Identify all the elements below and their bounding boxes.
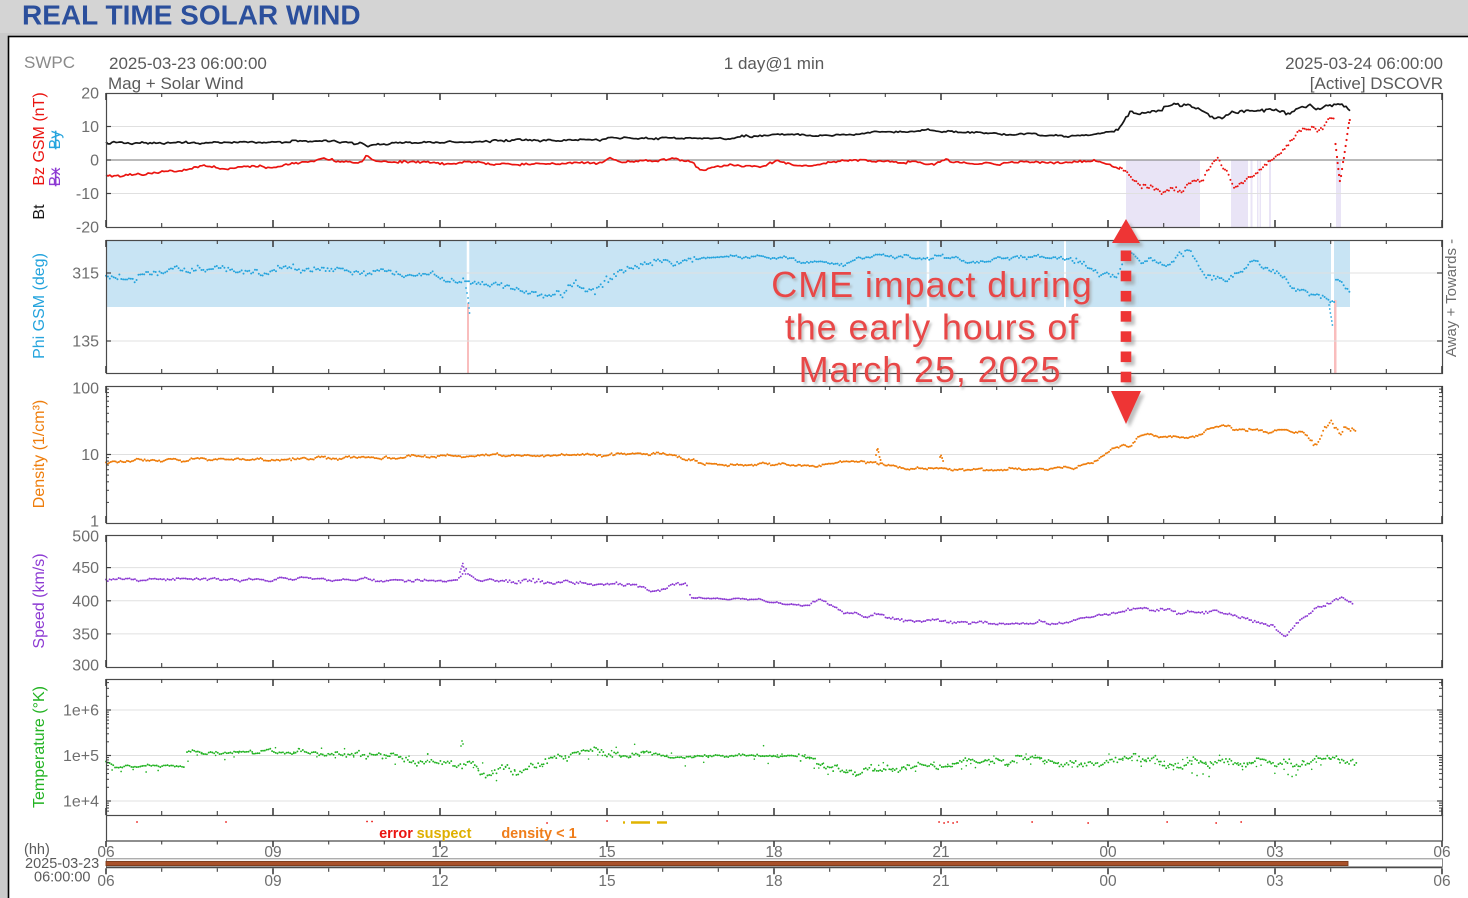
svg-text:REAL TIME SOLAR WIND: REAL TIME SOLAR WIND: [22, 0, 361, 31]
svg-text:Bt: Bt: [31, 204, 48, 220]
svg-text:06: 06: [97, 844, 114, 861]
svg-text:CME impact during: CME impact during: [771, 264, 1092, 305]
svg-text:06:00:00: 06:00:00: [34, 870, 90, 886]
svg-text:12: 12: [431, 873, 448, 890]
svg-text:0: 0: [90, 153, 99, 170]
svg-text:Temperature (°K): Temperature (°K): [31, 686, 48, 808]
svg-text:06: 06: [97, 873, 114, 890]
svg-text:06: 06: [1433, 844, 1450, 861]
svg-text:21: 21: [932, 844, 949, 861]
svg-text:10: 10: [81, 119, 99, 136]
svg-text:1e+5: 1e+5: [63, 748, 99, 765]
svg-text:SWPC: SWPC: [24, 53, 75, 72]
svg-text:450: 450: [72, 560, 99, 577]
svg-text:1: 1: [90, 514, 99, 531]
svg-text:06: 06: [1433, 873, 1450, 890]
svg-text:400: 400: [72, 593, 99, 610]
svg-text:1e+6: 1e+6: [63, 703, 99, 720]
svg-text:1 day@1 min: 1 day@1 min: [724, 54, 824, 73]
svg-text:03: 03: [1266, 844, 1283, 861]
svg-text:error: error: [379, 826, 413, 842]
svg-text:18: 18: [765, 844, 782, 861]
svg-text:Phi GSM (deg): Phi GSM (deg): [31, 253, 48, 359]
svg-text:-20: -20: [76, 220, 99, 237]
svg-text:-10: -10: [76, 186, 99, 203]
svg-text:the early hours of: the early hours of: [785, 307, 1079, 348]
svg-text:Mag + Solar Wind: Mag + Solar Wind: [108, 74, 244, 93]
svg-text:15: 15: [598, 844, 615, 861]
svg-text:09: 09: [264, 873, 281, 890]
svg-text:500: 500: [72, 529, 99, 546]
svg-text:315: 315: [72, 266, 99, 283]
svg-text:18: 18: [765, 873, 782, 890]
svg-text:00: 00: [1099, 844, 1117, 861]
svg-text:2025-03-23 06:00:00: 2025-03-23 06:00:00: [109, 54, 267, 73]
svg-text:350: 350: [72, 626, 99, 643]
svg-text:March 25, 2025: March 25, 2025: [799, 349, 1062, 390]
svg-text:15: 15: [598, 873, 615, 890]
svg-text:[Active] DSCOVR: [Active] DSCOVR: [1310, 74, 1443, 93]
svg-text:Away + Towards -: Away + Towards -: [1443, 239, 1460, 357]
svg-text:300: 300: [72, 658, 99, 675]
svg-text:2025-03-24 06:00:00: 2025-03-24 06:00:00: [1285, 54, 1443, 73]
svg-text:21: 21: [932, 873, 949, 890]
svg-text:10: 10: [81, 447, 99, 464]
svg-text:Bz GSM (nT): Bz GSM (nT): [31, 92, 48, 185]
svg-text:135: 135: [72, 334, 99, 351]
svg-text:03: 03: [1266, 873, 1283, 890]
svg-text:Speed (km/s): Speed (km/s): [31, 553, 48, 648]
svg-text:Density (1/cm³): Density (1/cm³): [31, 400, 48, 508]
svg-text:2025-03-23: 2025-03-23: [25, 856, 99, 872]
svg-text:(hh): (hh): [24, 842, 50, 858]
svg-text:By: By: [47, 131, 64, 150]
svg-text:suspect: suspect: [417, 826, 472, 842]
svg-text:09: 09: [264, 844, 281, 861]
svg-text:20: 20: [81, 86, 99, 103]
svg-text:00: 00: [1099, 873, 1117, 890]
svg-text:100: 100: [72, 381, 99, 398]
svg-text:Bx: Bx: [47, 168, 64, 187]
svg-text:12: 12: [431, 844, 448, 861]
svg-text:density < 1: density < 1: [501, 826, 576, 842]
svg-text:1e+4: 1e+4: [63, 794, 99, 811]
